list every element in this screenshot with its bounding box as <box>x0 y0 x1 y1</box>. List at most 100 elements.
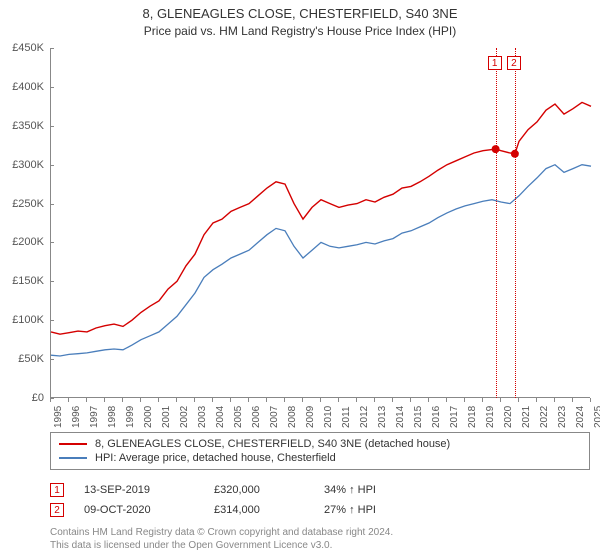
sale-price: £314,000 <box>214 504 304 516</box>
x-axis-tick-mark <box>86 398 87 402</box>
x-axis-tick-label: 2020 <box>503 406 514 428</box>
x-axis-tick-label: 2015 <box>413 406 424 428</box>
x-axis-tick-label: 2017 <box>449 406 460 428</box>
legend-label: 8, GLENEAGLES CLOSE, CHESTERFIELD, S40 3… <box>95 438 450 450</box>
x-axis-tick-label: 2012 <box>359 406 370 428</box>
line-plot <box>51 48 591 398</box>
x-axis-tick-label: 2021 <box>521 406 532 428</box>
x-axis-tick-mark <box>572 398 573 402</box>
sale-hpi: 34% ↑ HPI <box>324 484 404 496</box>
x-axis-tick-label: 2001 <box>161 406 172 428</box>
x-axis-tick-mark <box>68 398 69 402</box>
y-axis-tick-label: £250K <box>0 198 50 210</box>
x-axis-tick-label: 2016 <box>431 406 442 428</box>
x-axis-tick-mark <box>464 398 465 402</box>
legend: 8, GLENEAGLES CLOSE, CHESTERFIELD, S40 3… <box>50 432 590 470</box>
x-axis-tick-label: 2010 <box>323 406 334 428</box>
sale-row-marker: 1 <box>50 483 64 497</box>
x-axis-tick-label: 2014 <box>395 406 406 428</box>
x-axis-tick-mark <box>338 398 339 402</box>
x-axis-tick-label: 1996 <box>71 406 82 428</box>
x-axis-tick-mark <box>320 398 321 402</box>
footer-attribution: Contains HM Land Registry data © Crown c… <box>50 526 590 552</box>
x-axis-tick-mark <box>356 398 357 402</box>
sale-hpi: 27% ↑ HPI <box>324 504 404 516</box>
legend-item: HPI: Average price, detached house, Ches… <box>59 451 581 465</box>
x-axis-tick-mark <box>122 398 123 402</box>
sale-date: 13-SEP-2019 <box>84 484 194 496</box>
y-axis-tick-label: £200K <box>0 236 50 248</box>
sales-table: 113-SEP-2019£320,00034% ↑ HPI209-OCT-202… <box>50 480 590 520</box>
x-axis-tick-mark <box>176 398 177 402</box>
y-axis-tick-mark <box>50 281 54 282</box>
x-axis-tick-mark <box>266 398 267 402</box>
y-axis-tick-mark <box>50 242 54 243</box>
y-axis-tick-mark <box>50 165 54 166</box>
x-axis-tick-mark <box>140 398 141 402</box>
y-axis-tick-label: £350K <box>0 120 50 132</box>
x-axis-tick-mark <box>230 398 231 402</box>
sale-row-marker: 2 <box>50 503 64 517</box>
x-axis-tick-label: 1995 <box>53 406 64 428</box>
x-axis-tick-label: 2006 <box>251 406 262 428</box>
x-axis-tick-label: 1999 <box>125 406 136 428</box>
chart-subtitle: Price paid vs. HM Land Registry's House … <box>0 21 600 44</box>
x-axis-tick-mark <box>446 398 447 402</box>
sale-marker-box: 1 <box>488 56 502 70</box>
x-axis-tick-label: 2009 <box>305 406 316 428</box>
y-axis-tick-mark <box>50 320 54 321</box>
footer-line-1: Contains HM Land Registry data © Crown c… <box>50 526 590 539</box>
x-axis-tick-mark <box>104 398 105 402</box>
x-axis-tick-label: 2003 <box>197 406 208 428</box>
sale-date: 09-OCT-2020 <box>84 504 194 516</box>
series-line <box>51 165 591 356</box>
x-axis-tick-mark <box>554 398 555 402</box>
y-axis-tick-label: £50K <box>0 353 50 365</box>
x-axis-tick-label: 2004 <box>215 406 226 428</box>
x-axis-tick-mark <box>392 398 393 402</box>
plot-area <box>50 48 590 398</box>
y-axis-tick-label: £100K <box>0 314 50 326</box>
x-axis-tick-mark <box>428 398 429 402</box>
x-axis-tick-mark <box>500 398 501 402</box>
sale-marker-vline <box>496 48 497 398</box>
chart-title: 8, GLENEAGLES CLOSE, CHESTERFIELD, S40 3… <box>0 0 600 21</box>
y-axis-tick-mark <box>50 126 54 127</box>
x-axis-tick-mark <box>302 398 303 402</box>
x-axis-tick-mark <box>482 398 483 402</box>
sale-marker-box: 2 <box>507 56 521 70</box>
y-axis-tick-label: £0 <box>0 392 50 404</box>
x-axis-tick-label: 2025 <box>593 406 600 428</box>
x-axis-tick-mark <box>50 398 51 402</box>
x-axis-tick-mark <box>536 398 537 402</box>
x-axis-tick-label: 2005 <box>233 406 244 428</box>
x-axis-tick-mark <box>590 398 591 402</box>
x-axis-tick-label: 1998 <box>107 406 118 428</box>
legend-item: 8, GLENEAGLES CLOSE, CHESTERFIELD, S40 3… <box>59 437 581 451</box>
y-axis-tick-mark <box>50 359 54 360</box>
legend-swatch <box>59 457 87 459</box>
x-axis-tick-mark <box>212 398 213 402</box>
x-axis-tick-label: 2007 <box>269 406 280 428</box>
y-axis-tick-label: £450K <box>0 42 50 54</box>
x-axis-tick-mark <box>248 398 249 402</box>
footer-line-2: This data is licensed under the Open Gov… <box>50 539 590 552</box>
x-axis-tick-mark <box>158 398 159 402</box>
x-axis-tick-mark <box>410 398 411 402</box>
x-axis-tick-label: 2019 <box>485 406 496 428</box>
series-line <box>51 102 591 334</box>
x-axis-tick-mark <box>284 398 285 402</box>
y-axis-tick-label: £400K <box>0 81 50 93</box>
y-axis-tick-mark <box>50 48 54 49</box>
x-axis-tick-label: 2018 <box>467 406 478 428</box>
y-axis-tick-mark <box>50 87 54 88</box>
x-axis-tick-label: 2022 <box>539 406 550 428</box>
y-axis-tick-label: £300K <box>0 159 50 171</box>
x-axis-tick-label: 2011 <box>341 406 352 428</box>
x-axis-tick-mark <box>518 398 519 402</box>
x-axis-tick-label: 2000 <box>143 406 154 428</box>
y-axis-tick-label: £150K <box>0 275 50 287</box>
x-axis-tick-label: 2023 <box>557 406 568 428</box>
x-axis-tick-label: 2024 <box>575 406 586 428</box>
x-axis-tick-label: 2008 <box>287 406 298 428</box>
